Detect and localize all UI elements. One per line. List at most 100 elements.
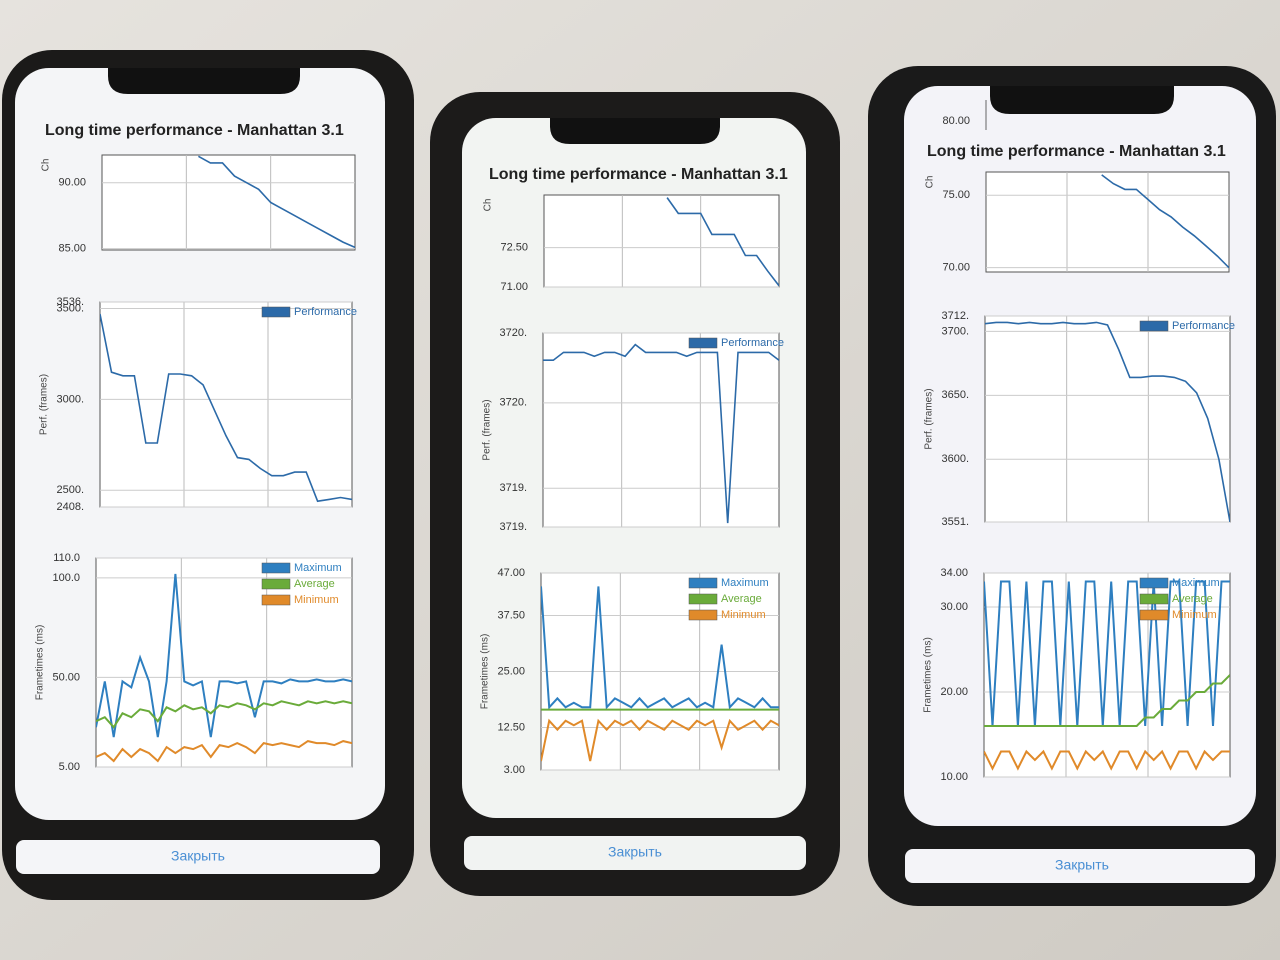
series-line [666,197,779,287]
series-line [198,155,355,249]
y-tick-label: 3600. [941,453,969,465]
legend-swatch [1139,609,1169,621]
legend-swatch [1139,577,1169,589]
y-tick-label: 12.50 [497,721,525,733]
y-tick-label: 25.00 [497,665,525,677]
y-tick-label: 34.00 [940,567,968,579]
legend-label: Maximum [721,577,769,589]
series-line [1101,174,1229,269]
y-tick-label: 3.00 [504,764,525,776]
y-tick-label: 3712. [941,310,969,322]
legend-label: Maximum [294,562,342,574]
y-tick-label: 71.00 [500,281,528,293]
series-line [96,573,352,738]
y-axis-label: Ch [41,159,52,172]
series-line [96,740,352,763]
series-line [984,674,1230,727]
legend-swatch [1139,320,1169,332]
notch [990,86,1174,114]
legend-label: Minimum [721,609,766,621]
series-line [541,586,779,710]
series-line [985,321,1230,522]
series-line [96,700,352,729]
y-tick-label: 3000. [56,393,84,405]
y-tick-label: 75.00 [942,189,970,201]
content: Long time performance - Manhattan 3.1 Зак… [35,100,1235,873]
y-tick-label: 37.50 [497,609,525,621]
y-axis-label: Perf. (frames) [924,388,935,449]
plot-area [99,301,353,508]
legend-swatch [688,609,718,621]
plot-area [543,194,780,288]
plot-area [101,154,356,251]
close-button-bg[interactable] [16,840,380,874]
y-tick-label: 2408. [56,501,84,513]
y-tick-label: 80.00 [942,115,970,127]
chart-title: Long time performance - Manhattan 3.1 [489,166,788,183]
close-button[interactable]: Закрыть [171,848,225,864]
y-tick-label: 70.00 [942,262,970,274]
y-tick-label: 100.0 [52,572,80,584]
chart-title: Long time performance - Manhattan 3.1 [927,143,1226,160]
y-tick-label: 3720. [499,327,527,339]
y-tick-label: 3719. [499,521,527,533]
close-button-bg[interactable] [464,836,806,870]
legend-label: Performance [721,337,784,349]
legend-label: Performance [1172,320,1235,332]
series-line [984,749,1230,771]
series-line [100,313,352,503]
y-tick-label: 3551. [941,516,969,528]
y-tick-label: 3650. [941,389,969,401]
legend-label: Average [294,578,335,590]
notch [108,68,300,94]
legend-swatch [261,594,291,606]
y-tick-label: 72.50 [500,241,528,253]
legend-swatch [261,306,291,318]
legend-label: Minimum [294,594,339,606]
y-tick-label: 50.00 [52,671,80,683]
plot-area [542,332,780,528]
y-tick-label: 10.00 [940,771,968,783]
series-line [541,718,779,762]
y-tick-label: 2500. [56,484,84,496]
series-line [543,343,779,524]
legend-label: Performance [294,306,357,318]
y-axis-label: Ch [483,199,494,212]
y-tick-label: 110.0 [53,552,80,564]
legend-label: Maximum [1172,577,1220,589]
plot-area [985,171,1230,273]
y-tick-label: 3719. [499,482,527,494]
close-button-bg[interactable] [905,849,1255,883]
legend-label: Average [1172,593,1213,605]
legend-swatch [688,337,718,349]
legend-swatch [688,577,718,589]
close-button[interactable]: Закрыть [608,844,662,860]
legend-label: Average [721,593,762,605]
y-tick-label: 20.00 [940,686,968,698]
y-axis-label: Perf. (frames) [39,374,50,435]
y-tick-label: 3700. [941,325,969,337]
y-axis-label: Frametimes (ms) [35,625,46,701]
close-button[interactable]: Закрыть [1055,857,1109,873]
y-tick-label: 3720. [499,397,527,409]
y-tick-label: 85.00 [58,243,86,255]
legend-swatch [1139,593,1169,605]
legend-swatch [261,578,291,590]
plot-area [984,315,1231,523]
y-axis-label: Frametimes (ms) [923,637,934,713]
y-axis-label: Perf. (frames) [482,399,493,460]
notch [550,118,720,144]
legend-label: Minimum [1172,609,1217,621]
y-tick-label: 3500. [56,302,84,314]
legend-swatch [261,562,291,574]
y-tick-label: 5.00 [59,761,80,773]
y-tick-label: 3536. [56,296,84,308]
y-axis-label: Frametimes (ms) [480,634,491,710]
y-tick-label: 30.00 [940,601,968,613]
y-axis-label: Ch [925,176,936,189]
chart-title: Long time performance - Manhattan 3.1 [45,122,344,139]
legend-swatch [688,593,718,605]
series-line [984,580,1230,727]
y-tick-label: 90.00 [58,177,86,189]
